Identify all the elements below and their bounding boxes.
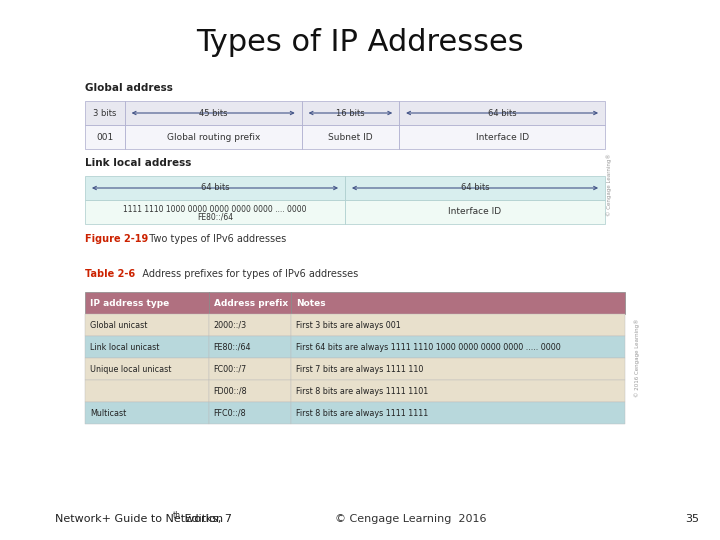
Text: Edition: Edition — [181, 514, 223, 524]
Bar — [85, 125, 125, 149]
Text: Subnet ID: Subnet ID — [328, 132, 373, 141]
Bar — [85, 402, 209, 424]
Bar — [209, 358, 292, 380]
Bar — [399, 101, 605, 125]
Text: Multicast: Multicast — [90, 408, 126, 417]
Text: Global routing prefix: Global routing prefix — [166, 132, 260, 141]
Bar — [85, 336, 209, 358]
Text: First 8 bits are always 1111 1101: First 8 bits are always 1111 1101 — [296, 387, 428, 395]
Text: Interface ID: Interface ID — [449, 207, 502, 217]
Text: 001: 001 — [96, 132, 114, 141]
Text: First 64 bits are always 1111 1110 1000 0000 0000 0000 ..... 0000: First 64 bits are always 1111 1110 1000 … — [296, 342, 561, 352]
Text: Link local address: Link local address — [85, 158, 192, 168]
Bar — [292, 336, 625, 358]
Text: © Cengage Learning  2016: © Cengage Learning 2016 — [335, 514, 486, 524]
Text: 64 bits: 64 bits — [201, 184, 229, 192]
Text: Interface ID: Interface ID — [475, 132, 528, 141]
Text: First 8 bits are always 1111 1111: First 8 bits are always 1111 1111 — [296, 408, 428, 417]
Text: Notes: Notes — [296, 299, 326, 307]
Text: 64 bits: 64 bits — [487, 109, 516, 118]
Text: Address prefixes for types of IPv6 addresses: Address prefixes for types of IPv6 addre… — [133, 269, 359, 279]
Bar — [292, 402, 625, 424]
Bar — [85, 101, 125, 125]
Text: Table 2-6: Table 2-6 — [85, 269, 135, 279]
Bar — [399, 125, 605, 149]
Bar — [209, 292, 292, 314]
Bar — [85, 292, 209, 314]
Bar — [125, 101, 302, 125]
Text: FE80::/64: FE80::/64 — [197, 213, 233, 222]
Text: 1111 1110 1000 0000 0000 0000 0000 .... 0000: 1111 1110 1000 0000 0000 0000 0000 .... … — [123, 205, 307, 214]
Bar — [85, 176, 345, 200]
Text: Link local unicast: Link local unicast — [90, 342, 159, 352]
Bar — [209, 314, 292, 336]
Text: 35: 35 — [685, 514, 699, 524]
Bar — [125, 125, 302, 149]
Text: IP address type: IP address type — [90, 299, 169, 307]
Text: FC00::/7: FC00::/7 — [214, 364, 247, 374]
Bar — [85, 200, 345, 224]
Text: First 7 bits are always 1111 110: First 7 bits are always 1111 110 — [296, 364, 423, 374]
Bar — [85, 314, 209, 336]
Bar — [209, 336, 292, 358]
Text: 16 bits: 16 bits — [336, 109, 365, 118]
Text: Types of IP Addresses: Types of IP Addresses — [196, 28, 524, 57]
Text: FFC0::/8: FFC0::/8 — [214, 408, 246, 417]
Bar — [209, 402, 292, 424]
Text: 45 bits: 45 bits — [199, 109, 228, 118]
Text: 64 bits: 64 bits — [461, 184, 490, 192]
Bar — [292, 358, 625, 380]
Text: 2000::/3: 2000::/3 — [214, 321, 247, 329]
Bar — [85, 358, 209, 380]
Bar — [292, 292, 625, 314]
Bar — [85, 380, 209, 402]
Text: © 2016 Cengage Learning®: © 2016 Cengage Learning® — [634, 319, 640, 397]
Text: Network+ Guide to Networks, 7: Network+ Guide to Networks, 7 — [55, 514, 232, 524]
Text: Figure 2-19: Figure 2-19 — [85, 234, 148, 244]
Text: FE80::/64: FE80::/64 — [214, 342, 251, 352]
Bar — [345, 176, 605, 200]
Bar — [302, 101, 399, 125]
Text: First 3 bits are always 001: First 3 bits are always 001 — [296, 321, 401, 329]
Text: © Cengage Learning®: © Cengage Learning® — [606, 153, 612, 217]
Bar — [292, 380, 625, 402]
Text: Global address: Global address — [85, 83, 173, 93]
Text: 3 bits: 3 bits — [93, 109, 117, 118]
Text: FD00::/8: FD00::/8 — [214, 387, 248, 395]
Text: Global unicast: Global unicast — [90, 321, 148, 329]
Bar — [292, 314, 625, 336]
Text: th: th — [173, 511, 181, 520]
Bar — [209, 380, 292, 402]
Bar — [302, 125, 399, 149]
Text: Unique local unicast: Unique local unicast — [90, 364, 171, 374]
Text: Address prefix: Address prefix — [214, 299, 288, 307]
Text: Two types of IPv6 addresses: Two types of IPv6 addresses — [143, 234, 287, 244]
Bar — [345, 200, 605, 224]
